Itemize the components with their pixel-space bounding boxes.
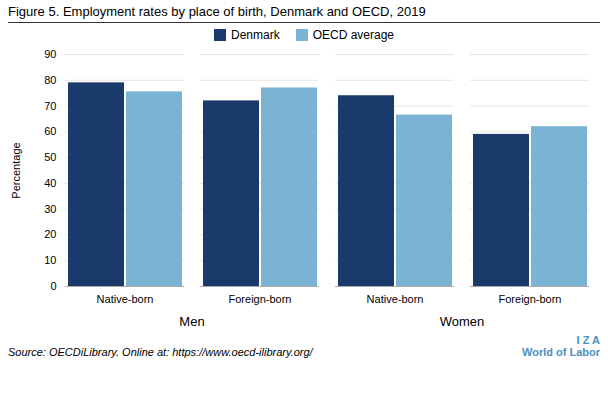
- svg-text:Foreign-born: Foreign-born: [229, 293, 292, 305]
- svg-text:Men: Men: [179, 314, 204, 329]
- svg-text:20: 20: [44, 228, 56, 240]
- svg-text:Women: Women: [440, 314, 485, 329]
- svg-text:Foreign-born: Foreign-born: [499, 293, 562, 305]
- svg-text:60: 60: [44, 125, 56, 137]
- html-text:OECD average: OECD average: [312, 28, 394, 42]
- svg-text:Percentage: Percentage: [10, 142, 22, 198]
- html-text:Figure 5. Employment rates by: Figure 5. Employment rates by place of b…: [8, 4, 426, 19]
- svg-text:0: 0: [50, 280, 56, 292]
- svg-text:50: 50: [44, 151, 56, 163]
- svg-text:90: 90: [44, 48, 56, 60]
- svg-text:30: 30: [44, 203, 56, 215]
- svg-text:80: 80: [44, 74, 56, 86]
- html-text:Denmark: Denmark: [231, 28, 280, 42]
- svg-text:10: 10: [44, 254, 56, 266]
- svg-text:Native-born: Native-born: [97, 293, 154, 305]
- svg-text:70: 70: [44, 100, 56, 112]
- svg-text:40: 40: [44, 177, 56, 189]
- html-text:I Z A World of Labor: I Z A World of Labor: [522, 334, 600, 358]
- html-text:Source: OECDiLibrary. Online a: Source: OECDiLibrary. Online at: https:/…: [8, 346, 313, 358]
- svg-text:Native-born: Native-born: [367, 293, 424, 305]
